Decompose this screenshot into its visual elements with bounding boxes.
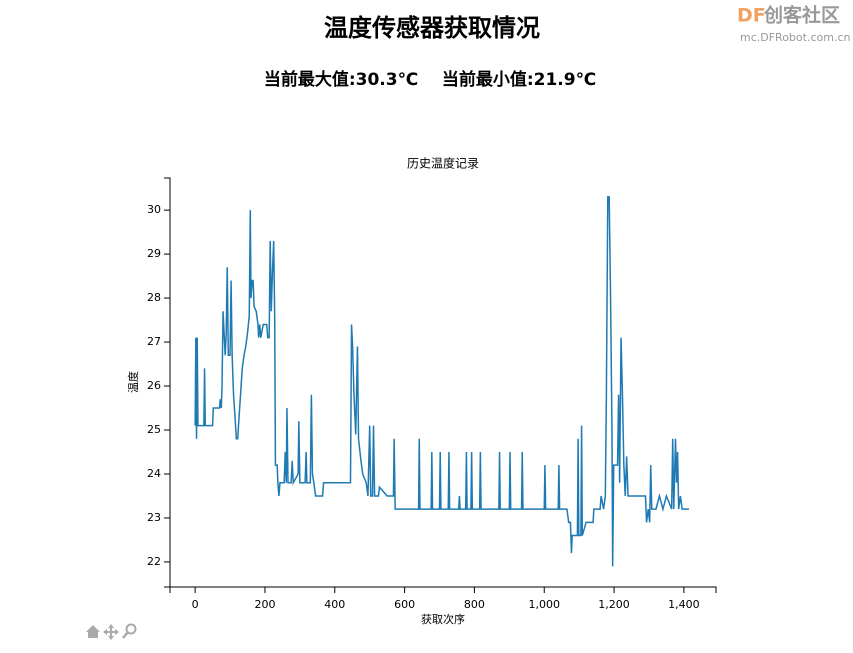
temperature-line bbox=[194, 196, 690, 567]
x-tick-label: 1,000 bbox=[528, 598, 560, 611]
y-axis-label: 温度 bbox=[126, 371, 140, 393]
page-title: 温度传感器获取情况 bbox=[324, 14, 540, 42]
y-tick-label: 24 bbox=[147, 467, 161, 480]
x-tick-label: 600 bbox=[394, 598, 415, 611]
y-tick-label: 28 bbox=[147, 291, 161, 304]
y-tick-label: 30 bbox=[147, 203, 161, 216]
x-axis-label: 获取次序 bbox=[421, 612, 465, 626]
watermark-name: 创客社区 bbox=[763, 4, 840, 27]
x-tick-label: 200 bbox=[254, 598, 275, 611]
max-stat: 当前最大值:30.3℃ bbox=[264, 69, 418, 90]
y-tick-label: 22 bbox=[147, 555, 161, 568]
pan-icon[interactable] bbox=[103, 624, 119, 640]
zoom-handle[interactable] bbox=[122, 631, 129, 639]
watermark-url: mc.DFRobot.com.cn bbox=[740, 31, 850, 44]
y-tick-label: 29 bbox=[147, 247, 161, 260]
x-tick-label: 400 bbox=[324, 598, 345, 611]
x-tick-label: 1,400 bbox=[668, 598, 700, 611]
chart-title: 历史温度记录 bbox=[407, 156, 479, 171]
y-tick-label: 25 bbox=[147, 423, 161, 436]
home-icon[interactable] bbox=[86, 625, 100, 638]
y-tick-label: 27 bbox=[147, 335, 161, 348]
zoom-icon[interactable] bbox=[125, 623, 137, 635]
toolbox[interactable] bbox=[86, 623, 137, 640]
x-tick-label: 0 bbox=[192, 598, 199, 611]
watermark-brand: DF bbox=[737, 5, 766, 27]
x-axis bbox=[169, 586, 717, 593]
x-tick-label: 800 bbox=[464, 598, 485, 611]
y-axis bbox=[164, 177, 171, 588]
y-tick-label: 26 bbox=[147, 379, 161, 392]
x-tick-label: 1,200 bbox=[598, 598, 630, 611]
min-stat: 当前最小值:21.9℃ bbox=[442, 69, 596, 90]
y-tick-label: 23 bbox=[147, 511, 161, 524]
